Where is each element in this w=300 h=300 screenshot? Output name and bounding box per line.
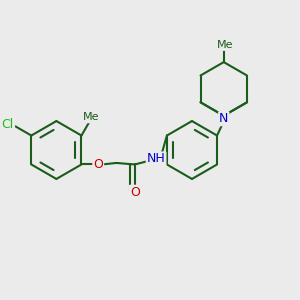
Text: Cl: Cl <box>2 118 14 131</box>
Text: N: N <box>219 112 228 125</box>
Text: Me: Me <box>217 40 233 50</box>
Text: Me: Me <box>83 112 100 122</box>
Text: O: O <box>93 158 103 171</box>
Text: NH: NH <box>147 152 166 166</box>
Text: O: O <box>130 186 140 199</box>
